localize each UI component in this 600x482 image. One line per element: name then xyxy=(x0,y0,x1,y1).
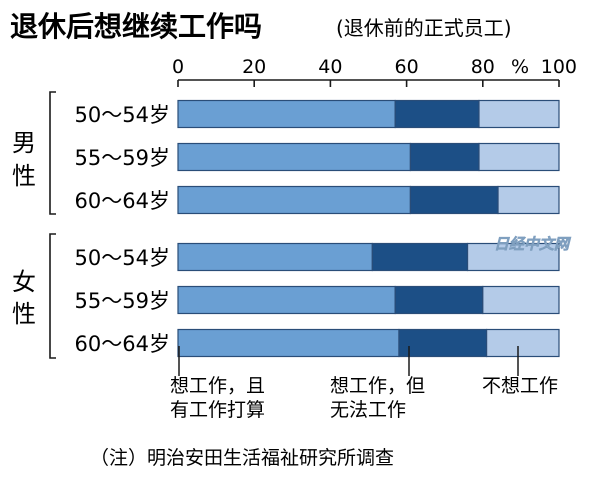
legend-item-2-line-2: 无法工作 xyxy=(330,399,406,421)
chart-title-area: 退休后想继续工作吗 (退休前的正式员工) xyxy=(10,10,512,43)
category-labels: 50～54岁 55～59岁 60～64岁 50～54岁 55～59岁 60～64岁 xyxy=(75,103,170,356)
group-label-char: 性 xyxy=(12,300,36,328)
bars-area xyxy=(177,99,560,358)
legend: 想工作，且 有工作打算 想工作，但 无法工作 不想工作 xyxy=(170,346,558,421)
bar-segment xyxy=(478,142,560,172)
x-tick-label: 20 xyxy=(242,56,266,78)
legend-item-3-line-1: 不想工作 xyxy=(482,375,558,397)
category-label: 55～59岁 xyxy=(75,146,170,170)
x-tick-label: 60 xyxy=(395,56,419,78)
bar-segment xyxy=(394,99,480,129)
category-label: 60～64岁 xyxy=(75,189,170,213)
group-bracket xyxy=(49,233,56,359)
chart-subtitle: (退休前的正式员工) xyxy=(336,16,512,40)
bar-segment xyxy=(466,242,560,272)
bar-segment xyxy=(177,185,412,215)
bar-segment xyxy=(398,328,488,358)
bar-segment xyxy=(177,328,400,358)
bar-segment xyxy=(177,242,373,272)
source-note: （注）明治安田生活福祉研究所调查 xyxy=(90,447,394,469)
category-label: 50～54岁 xyxy=(75,246,170,270)
x-tick-label: 0 xyxy=(172,56,184,78)
bar-segment xyxy=(409,185,499,215)
chart-title: 退休后想继续工作吗 xyxy=(10,10,262,43)
category-label: 50～54岁 xyxy=(75,103,170,127)
bar-segment xyxy=(371,242,469,272)
bar-segment xyxy=(497,185,560,215)
x-tick-label: 40 xyxy=(318,56,342,78)
group-label-char: 男 xyxy=(12,129,36,157)
bar-segment xyxy=(486,328,560,358)
bar-segment xyxy=(394,285,484,315)
category-label: 60～64岁 xyxy=(75,332,170,356)
category-label: 55～59岁 xyxy=(75,289,170,313)
group-label-char: 女 xyxy=(12,268,36,296)
legend-item-2-line-1: 想工作，但 xyxy=(330,375,425,397)
bar-segment xyxy=(177,285,396,315)
x-tick-label: 80 xyxy=(471,56,495,78)
watermark-logo: 日经中文网 xyxy=(494,235,572,253)
legend-item-1-line-1: 想工作，且 xyxy=(170,375,265,397)
bar-segment xyxy=(482,285,560,315)
x-axis-unit: % xyxy=(511,56,529,78)
bar-segment xyxy=(409,142,480,172)
x-tick-label: 100 xyxy=(541,56,577,78)
bar-segment xyxy=(177,99,396,129)
x-axis: 0 20 40 60 80 100% xyxy=(172,56,577,87)
legend-item-1-line-2: 有工作打算 xyxy=(170,399,265,421)
group-bracket xyxy=(49,91,56,215)
group-label-char: 性 xyxy=(12,162,36,190)
bar-segment xyxy=(177,142,412,172)
bar-segment xyxy=(478,99,560,129)
